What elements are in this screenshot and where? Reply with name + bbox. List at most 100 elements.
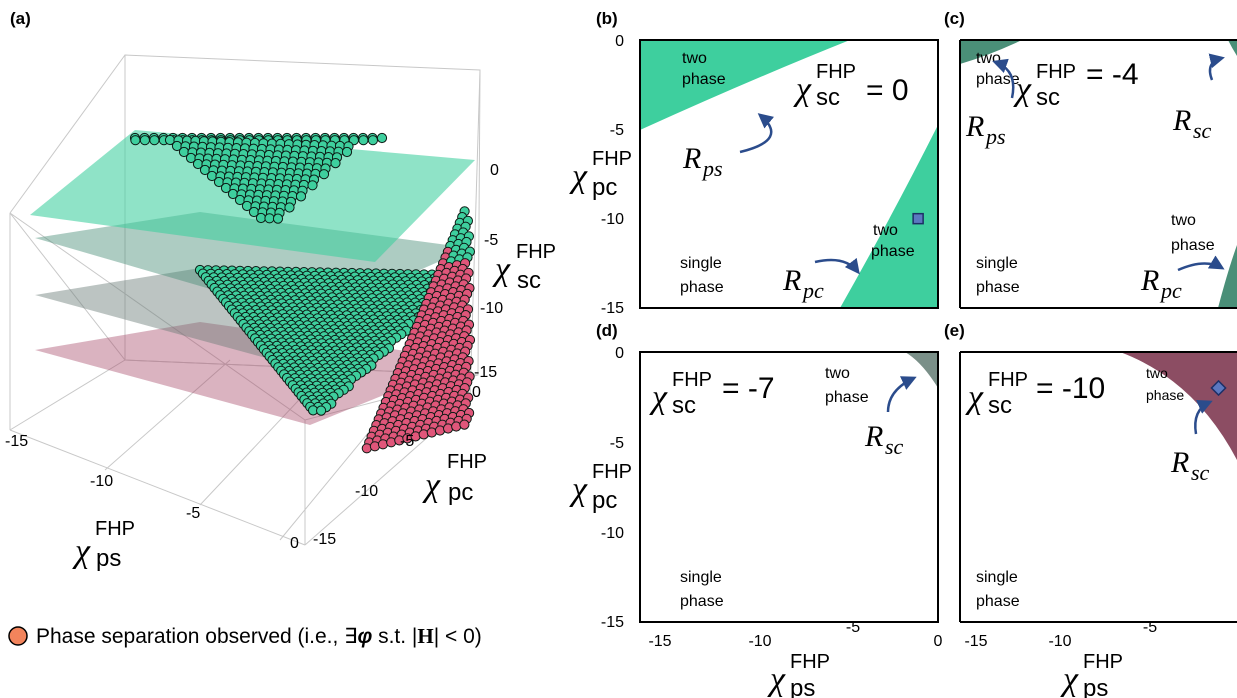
panel-b: (b) 0 -5 -10 -15 χ FHP pc χ FHP sc = 0 t… (569, 9, 939, 317)
d-arrow-rsc (886, 376, 917, 413)
d-ylabel-sup: FHP (592, 461, 632, 483)
b-ylabel-sub: pc (592, 174, 617, 201)
point-207 (295, 191, 307, 202)
point-1242 (459, 419, 470, 430)
point-1238 (426, 427, 437, 438)
d-xlabel-chi: χ (767, 661, 786, 698)
panel-label-d: (d) (596, 321, 618, 340)
z-tick-neg10: -10 (480, 300, 503, 317)
b-y-tick-0: 0 (615, 33, 624, 50)
b-ylabel-chi: χ (569, 158, 588, 195)
region-r-sc-c (1228, 40, 1237, 56)
point-132 (330, 158, 341, 169)
c-two-phase-1a: two (976, 50, 1001, 67)
d-two-phase-b: phase (825, 389, 869, 406)
b-y-tick-neg10: -10 (601, 211, 624, 228)
e-xlabel-chi: χ (1060, 661, 1079, 698)
b-eq-chi: χ (793, 71, 812, 108)
d-eq-chi: χ (649, 379, 668, 416)
b-two-phase-1b: phase (682, 71, 726, 88)
ps-tick-0: 0 (290, 535, 299, 552)
pc-tick-0: 0 (472, 384, 481, 401)
z-label-sub: sc (517, 267, 541, 294)
b-y-tick-neg5: -5 (610, 122, 624, 139)
b-arrow-rpc (814, 257, 860, 275)
y-axis-label-3d: χ FHP pc (422, 451, 487, 506)
b-rpc-R: R (782, 264, 801, 297)
c-rsc-R: R (1172, 104, 1191, 137)
e-single-b: phase (976, 593, 1020, 610)
d-xlabel-sub: ps (790, 675, 815, 698)
e-eq-chi: χ (965, 379, 984, 416)
e-x-tick-neg5: -5 (1143, 619, 1157, 636)
pc-tick-neg5: -5 (400, 433, 414, 450)
point-1241 (451, 421, 462, 432)
c-rps-sub: ps (984, 124, 1006, 149)
x-ticks-d: -15 -10 -5 0 (648, 619, 942, 650)
z-label-sup: FHP (516, 241, 556, 263)
d-rsc-R: R (864, 420, 883, 453)
b-ylabel-sup: FHP (592, 148, 632, 170)
x-axis-ticks-3d: -15 -10 -5 0 (5, 433, 299, 552)
legend-mid: s.t. | (372, 625, 417, 648)
d-two-phase-a: two (825, 365, 850, 382)
legend-text: Phase separation observed (i.e., ∃φ s.t.… (36, 624, 482, 648)
panel-label-a: (a) (10, 9, 31, 28)
d-eq-value: = -7 (722, 372, 775, 405)
d-y-tick-neg15: -15 (601, 614, 624, 631)
ps-tick-neg15: -15 (5, 433, 28, 450)
y-axis-ticks-3d: 0 -5 -10 -15 (313, 384, 481, 548)
eq-label-b: χ FHP sc = 0 (793, 61, 909, 111)
r-sc-label-c: R sc (1172, 104, 1212, 143)
region-r-sc-d (905, 352, 938, 388)
e-eq-sup: FHP (988, 369, 1028, 391)
plot-frame-b (639, 39, 939, 309)
panel-label-c: (c) (944, 9, 965, 28)
c-eq-sub: sc (1036, 84, 1060, 111)
c-arrow-rps (992, 58, 1015, 99)
panel-label-e: (e) (944, 321, 965, 340)
r-pc-label-b: R pc (782, 264, 824, 303)
c-eq-sup: FHP (1036, 61, 1076, 83)
y-ticks-b: 0 -5 -10 -15 (601, 33, 624, 317)
e-x-tick-neg15: -15 (964, 633, 987, 650)
pc-tick-neg10: -10 (355, 483, 378, 500)
c-arrow-rsc (1208, 53, 1225, 81)
d-xlabel-sup: FHP (790, 651, 830, 673)
ps-label-sub: ps (96, 545, 121, 572)
r-ps-label-c: R ps (965, 110, 1006, 149)
point-163 (318, 169, 330, 180)
e-two-phase-a: two (1146, 365, 1168, 381)
legend-phi: φ (357, 625, 372, 648)
d-eq-sub: sc (672, 392, 696, 419)
plot-frame-d (639, 351, 939, 623)
x-label-e: χ FHP ps (1060, 651, 1123, 698)
d-rsc-sub: sc (885, 434, 904, 459)
b-square-marker (912, 212, 924, 225)
c-rsc-sub: sc (1193, 118, 1212, 143)
c-rpc-sub: pc (1159, 278, 1182, 303)
point-1232 (377, 439, 389, 450)
legend-prefix: Phase separation observed (i.e., ∃ (36, 625, 357, 648)
pc-label-sup: FHP (447, 451, 487, 473)
z-tick-neg15: -15 (474, 364, 497, 381)
b-two-phase-2b: phase (871, 243, 915, 260)
y-label-b: χ FHP pc (569, 148, 632, 201)
point-29 (149, 135, 160, 146)
pc-label-sub: pc (448, 479, 473, 506)
x-label-d: χ FHP ps (767, 651, 830, 698)
e-rsc-R: R (1170, 446, 1189, 479)
b-rpc-sub: pc (801, 278, 824, 303)
panel-a: (a) 0 -5 -10 (5, 9, 556, 648)
point-226 (264, 213, 275, 224)
b-y-tick-neg15: -15 (601, 300, 624, 317)
e-diamond-marker (1210, 379, 1227, 397)
z-label-chi: χ (492, 251, 511, 288)
b-arrow-rps (739, 113, 775, 154)
b-two-phase-1a: two (682, 50, 707, 67)
point-940 (316, 405, 327, 416)
b-single-b: phase (680, 279, 724, 296)
b-single-a: single (680, 255, 722, 272)
c-arrow-rpc (1177, 255, 1225, 272)
e-x-tick-neg10: -10 (1048, 633, 1071, 650)
